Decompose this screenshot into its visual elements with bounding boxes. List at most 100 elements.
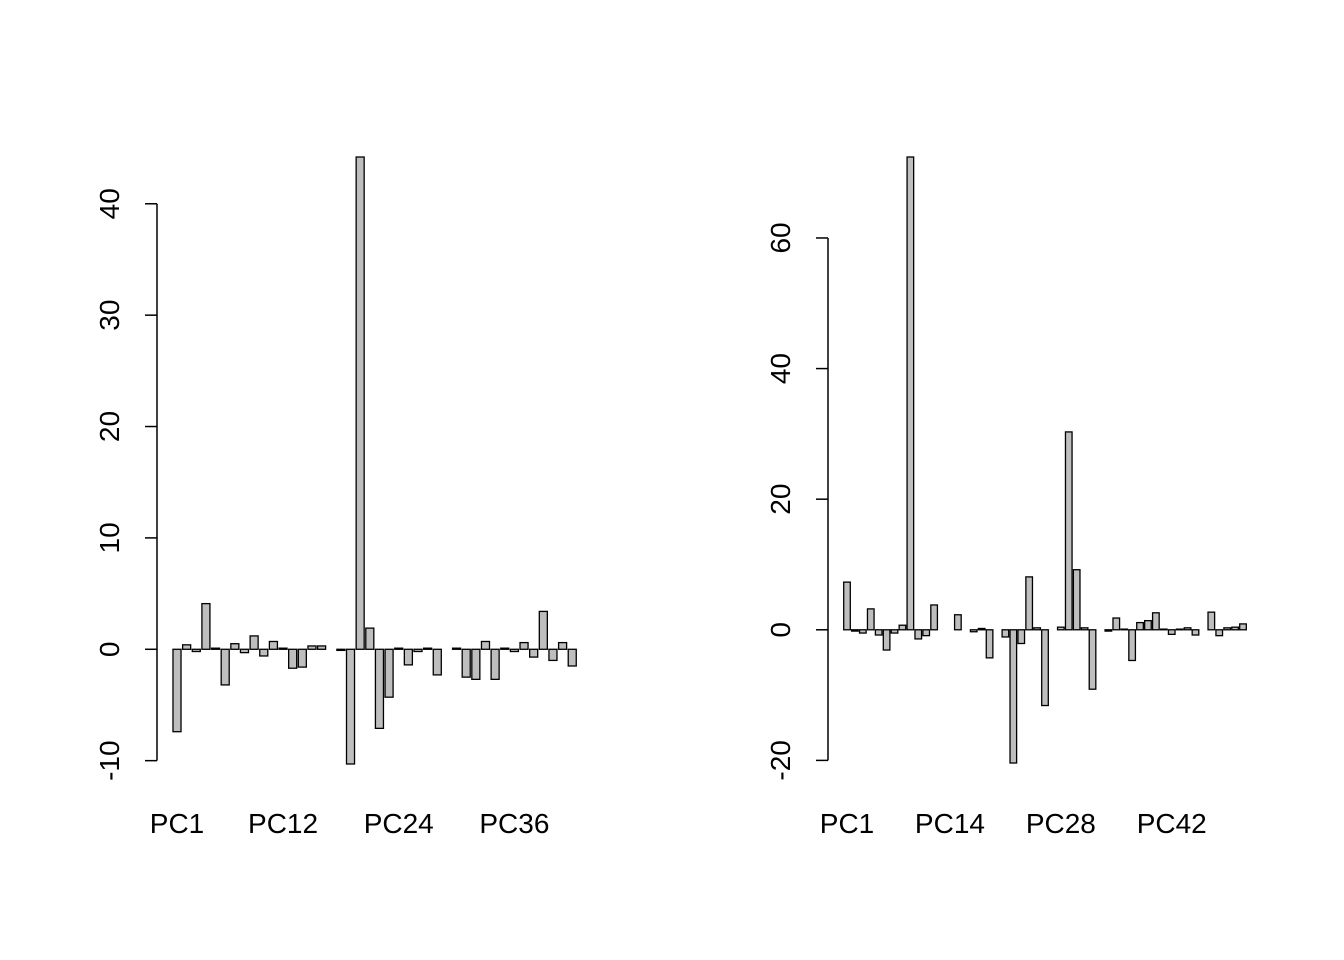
bar	[210, 647, 221, 650]
bar	[509, 648, 520, 653]
bar	[567, 648, 577, 667]
bar	[500, 647, 510, 650]
bar	[1072, 569, 1081, 631]
bar	[977, 627, 986, 631]
bar	[355, 156, 365, 650]
bar	[230, 643, 240, 650]
bar	[1088, 629, 1097, 690]
bar	[1080, 627, 1089, 631]
bar	[201, 602, 211, 650]
bar	[850, 629, 859, 632]
x-tick-label: PC12	[248, 808, 318, 839]
bar	[480, 640, 491, 650]
bar	[471, 648, 481, 681]
y-tick-label: 0	[765, 622, 796, 638]
bar	[297, 648, 307, 668]
bar	[365, 627, 375, 650]
bar	[172, 648, 182, 733]
bar	[1112, 617, 1121, 631]
y-tick-label: -20	[765, 740, 796, 780]
bar	[394, 647, 404, 650]
bar	[1041, 629, 1049, 707]
bar	[953, 614, 962, 631]
bar	[1120, 628, 1129, 631]
bar	[906, 156, 915, 631]
bar	[1167, 629, 1176, 636]
bar	[432, 648, 442, 676]
bar	[249, 635, 259, 650]
bar	[374, 648, 385, 730]
bar	[969, 629, 978, 633]
bar	[220, 648, 230, 686]
bar	[181, 644, 192, 650]
x-tick-label: PC14	[915, 808, 985, 839]
y-tick-label: 20	[765, 484, 796, 515]
bar	[422, 647, 433, 650]
bar	[1001, 629, 1010, 638]
x-tick-label: PC28	[1026, 808, 1096, 839]
bar	[1239, 623, 1247, 631]
x-tick-label: PC1	[820, 808, 874, 839]
bar	[1223, 627, 1232, 631]
bar	[1191, 629, 1200, 636]
bar	[191, 648, 201, 653]
bar	[1025, 576, 1034, 631]
bar	[866, 608, 875, 631]
y-tick-label: 40	[765, 353, 796, 384]
bar	[858, 629, 867, 634]
bar	[239, 648, 250, 654]
bar	[345, 648, 356, 765]
bar	[1231, 626, 1240, 631]
bar	[882, 629, 891, 651]
bar	[548, 648, 558, 662]
y-tick-label: 30	[94, 300, 125, 331]
bar	[898, 624, 907, 631]
bar	[1175, 628, 1184, 631]
bar	[413, 648, 423, 653]
y-tick-label: 10	[94, 522, 125, 553]
bar	[874, 629, 883, 636]
bar	[890, 629, 899, 634]
bar	[1207, 611, 1216, 631]
bar	[451, 647, 462, 650]
bar	[930, 604, 939, 631]
x-tick-label: PC36	[479, 808, 549, 839]
bar	[1128, 629, 1137, 662]
bar	[268, 640, 279, 650]
bar	[843, 581, 851, 631]
bar	[1215, 629, 1224, 637]
y-tick-label: 0	[94, 641, 125, 657]
bar	[1033, 627, 1042, 631]
y-tick-label: -10	[94, 740, 125, 780]
bar	[490, 648, 500, 681]
bar	[1017, 629, 1026, 645]
bar	[1159, 628, 1168, 631]
bar	[288, 648, 298, 669]
bar	[1056, 626, 1065, 631]
bar	[278, 647, 288, 650]
bar	[519, 641, 529, 650]
bar	[307, 645, 317, 650]
x-tick-label: PC42	[1137, 808, 1207, 839]
bar	[538, 610, 548, 650]
bar	[1104, 629, 1113, 632]
y-tick-label: 60	[765, 222, 796, 253]
bar	[985, 629, 994, 659]
y-tick-label: 20	[94, 411, 125, 442]
bar	[1151, 612, 1160, 631]
bar	[461, 648, 471, 678]
bar	[1009, 629, 1018, 764]
x-tick-label: PC24	[364, 808, 434, 839]
bar	[529, 648, 539, 658]
bar	[336, 648, 346, 652]
y-tick-label: 40	[94, 188, 125, 219]
bar	[922, 629, 931, 637]
bar	[914, 629, 923, 640]
bar	[316, 645, 327, 650]
bar	[1183, 627, 1192, 631]
bar	[259, 648, 269, 657]
x-tick-label: PC1	[150, 808, 204, 839]
bar	[384, 648, 394, 698]
bar	[1064, 431, 1073, 631]
